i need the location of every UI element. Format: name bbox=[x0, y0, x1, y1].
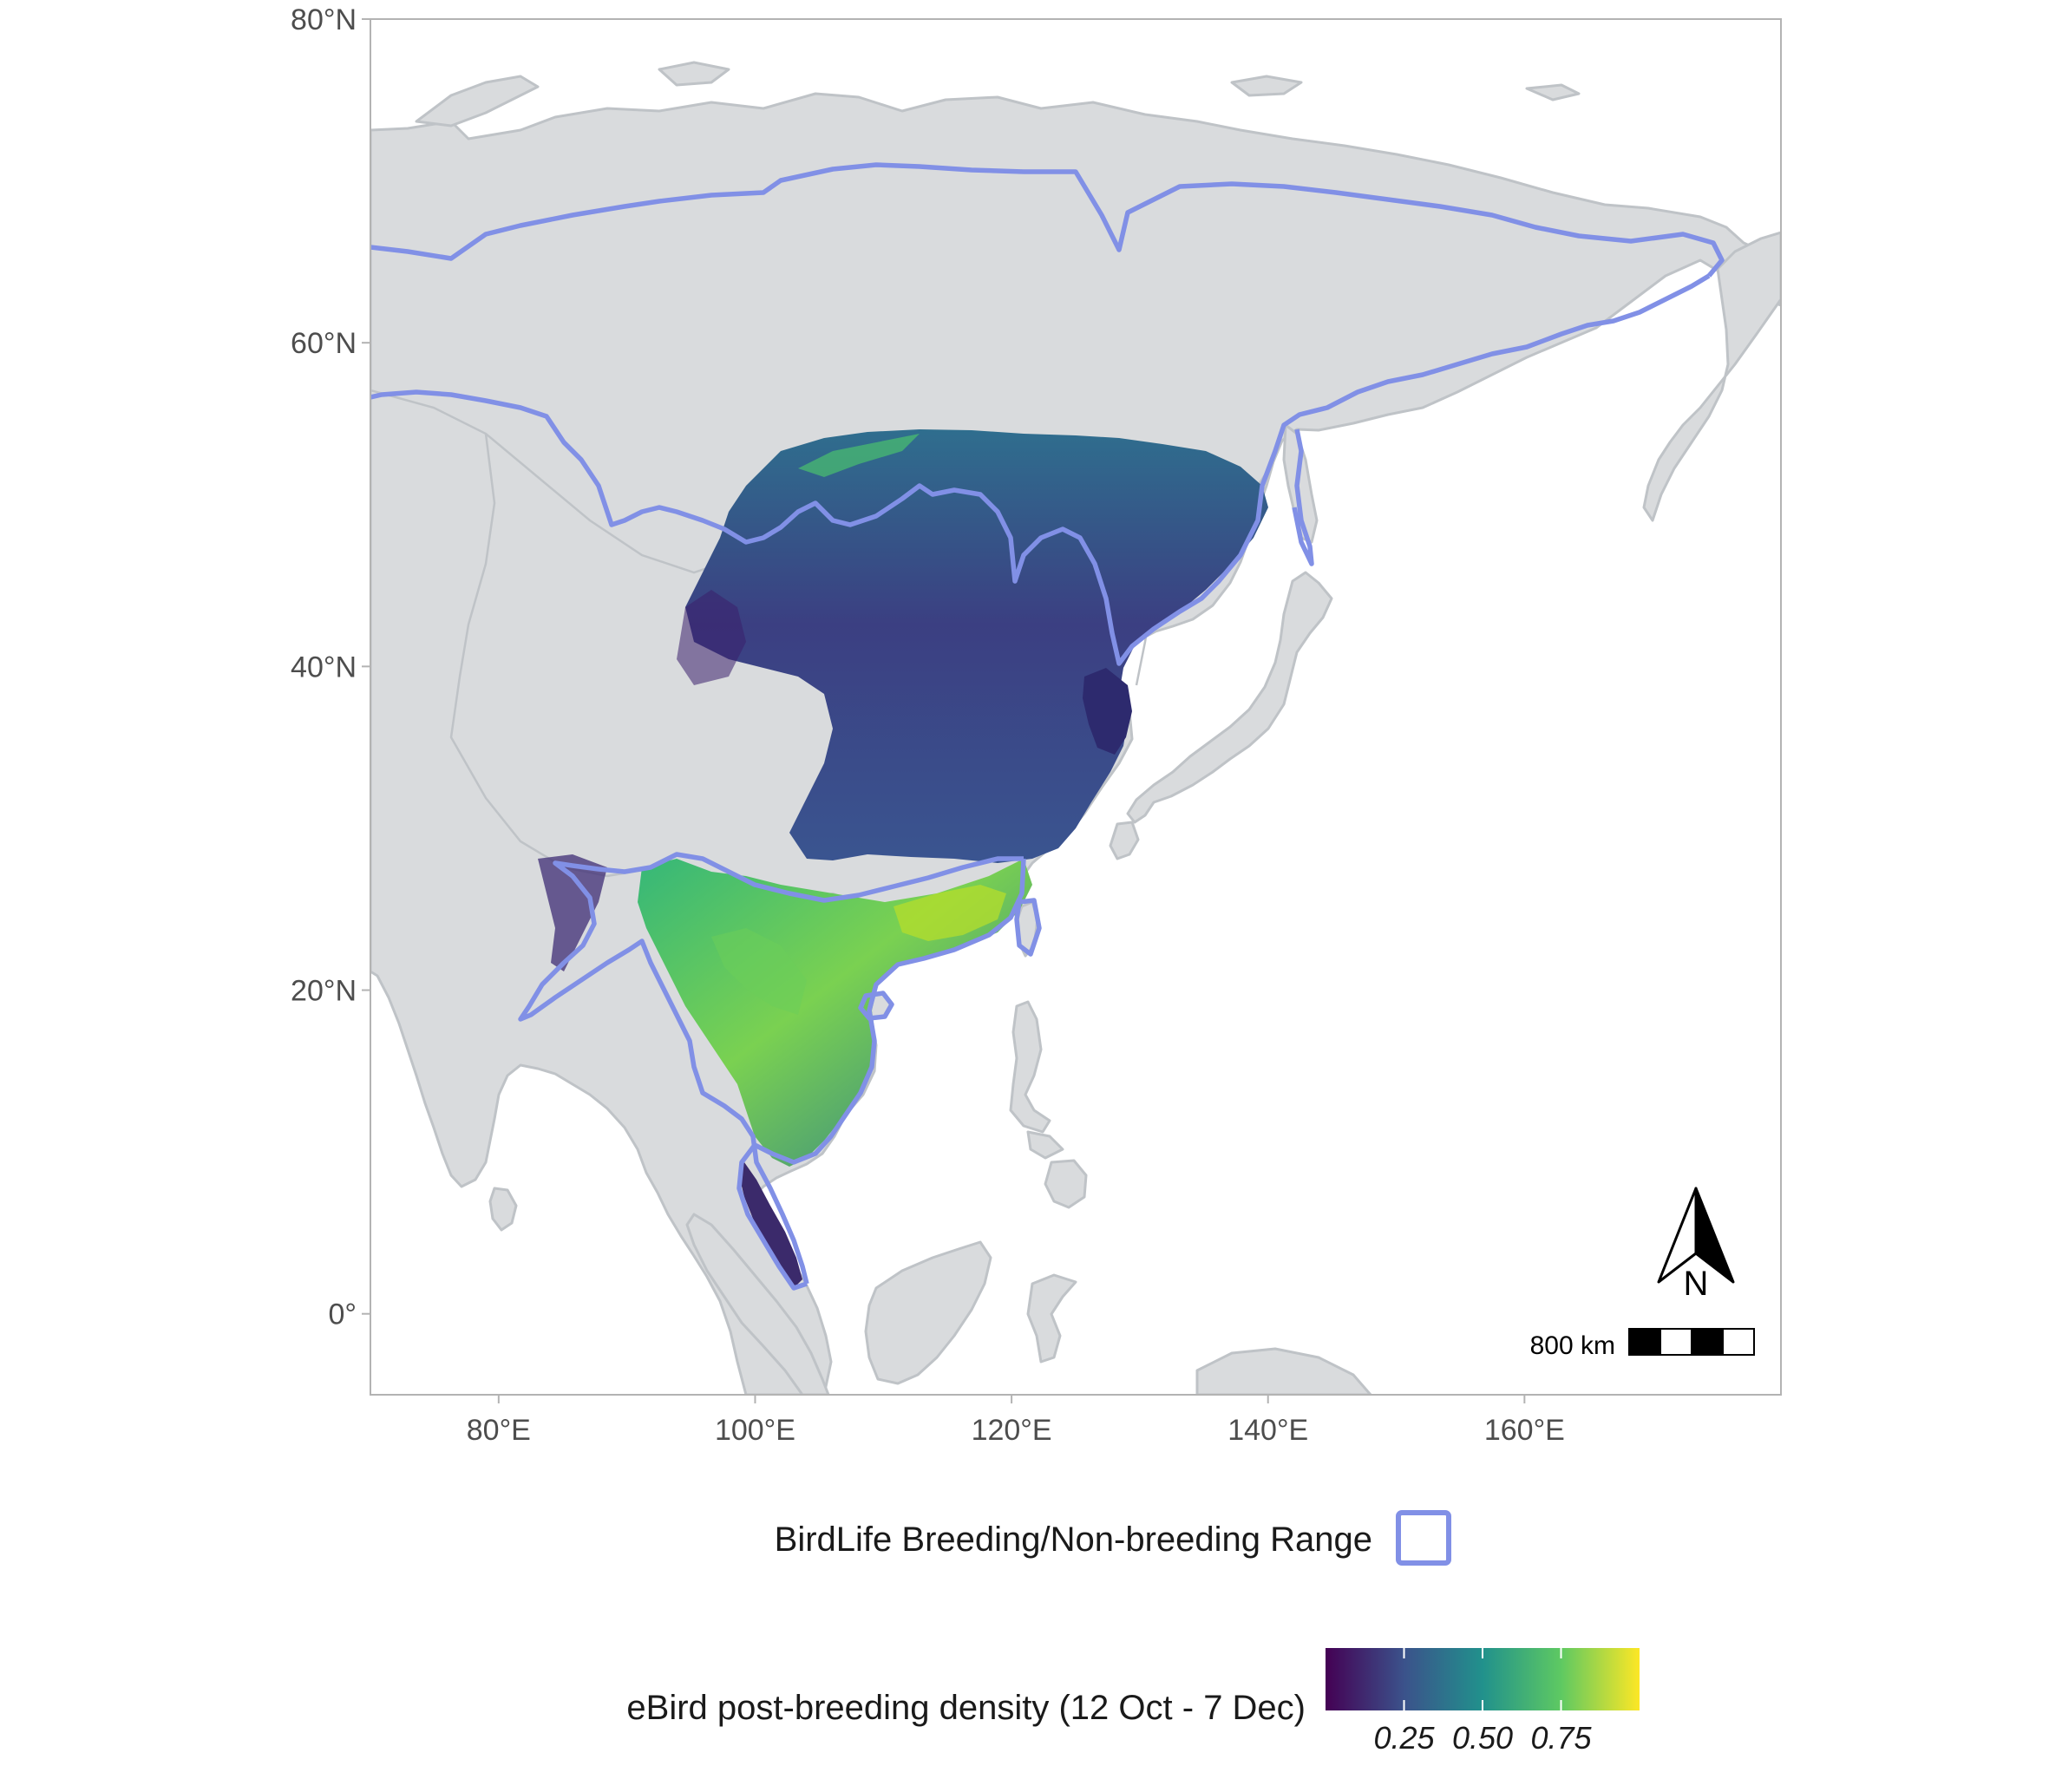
colorbar-tick-label: 0.25 bbox=[1373, 1720, 1435, 1756]
longitude-axis: 80°E 100°E 120°E 140°E 160°E bbox=[467, 1395, 1565, 1447]
scale-segment-2 bbox=[1659, 1328, 1692, 1356]
north-arrow: N bbox=[1657, 1187, 1735, 1303]
lon-tick-label: 160°E bbox=[1484, 1414, 1565, 1447]
scale-segment-1 bbox=[1628, 1328, 1661, 1356]
colorbar-tick-label: 0.75 bbox=[1530, 1720, 1592, 1756]
density-raster bbox=[538, 429, 1268, 1288]
lat-tick-label: 60°N bbox=[291, 327, 357, 360]
density-legend-label: eBird post-breeding density (12 Oct - 7 … bbox=[626, 1689, 1306, 1727]
lon-tick-label: 140°E bbox=[1227, 1414, 1308, 1447]
density-north bbox=[685, 429, 1268, 863]
land-new-guinea bbox=[1195, 1347, 1372, 1395]
lon-tick-label: 100°E bbox=[715, 1414, 795, 1447]
range-outline bbox=[370, 162, 1725, 1291]
land-mindanao bbox=[1044, 1159, 1088, 1209]
density-peninsula bbox=[739, 1162, 802, 1288]
map-panel: N 800 km bbox=[370, 18, 1782, 1396]
lat-tick-label: 40°N bbox=[291, 651, 357, 683]
range-legend: BirdLife Breeding/Non-breeding Range bbox=[775, 1510, 1451, 1566]
panel-frame bbox=[370, 18, 1782, 1396]
scale-segment-3 bbox=[1691, 1328, 1724, 1356]
lat-tick-label: 0° bbox=[328, 1298, 357, 1331]
land-visayas bbox=[1026, 1130, 1064, 1160]
range-taiwan bbox=[1014, 898, 1042, 957]
scale-bar-label: 800 km bbox=[1530, 1331, 1615, 1360]
density-hotspot-indochina bbox=[711, 928, 807, 1015]
land-new-siberian bbox=[1230, 75, 1303, 97]
colorbar-tick-label: 0.50 bbox=[1452, 1720, 1513, 1756]
scale-segment-4 bbox=[1722, 1328, 1755, 1356]
density-legend: eBird post-breeding density (12 Oct - 7 … bbox=[626, 1648, 1640, 1756]
density-hotspot-north bbox=[798, 434, 920, 477]
range-south-boundary bbox=[518, 852, 1024, 1285]
land-severnaya bbox=[658, 61, 730, 87]
land-sumatra bbox=[685, 1213, 830, 1395]
land-kamchatka bbox=[1642, 231, 1781, 522]
scale-bar: 800 km bbox=[1530, 1328, 1755, 1360]
lat-tick-label: 80°N bbox=[291, 3, 357, 36]
land-kyushu bbox=[1109, 821, 1140, 860]
range-indochina-coast bbox=[736, 858, 1026, 1291]
land-luzon bbox=[1009, 1000, 1051, 1134]
lon-tick-label: 120°E bbox=[972, 1414, 1052, 1447]
range-north-boundary bbox=[370, 162, 1725, 278]
land-novaya-zemlya bbox=[415, 75, 540, 128]
density-korea bbox=[1083, 668, 1132, 755]
north-arrow-icon bbox=[1657, 1187, 1735, 1284]
land-borneo bbox=[864, 1240, 992, 1385]
land-sri-lanka bbox=[488, 1187, 518, 1232]
density-bangladesh bbox=[538, 854, 607, 971]
land-wrangel bbox=[1525, 83, 1581, 101]
density-west-fringe bbox=[677, 590, 746, 685]
range-mid-boundary bbox=[370, 273, 1711, 666]
colorbar-ticks: 0.25 0.50 0.75 bbox=[1373, 1648, 1593, 1756]
lat-tick-label: 20°N bbox=[291, 975, 357, 1008]
range-legend-key bbox=[1396, 1510, 1451, 1566]
land-sulawesi bbox=[1026, 1273, 1077, 1364]
latitude-axis: 80°N 60°N 40°N 20°N 0° bbox=[291, 3, 370, 1331]
lon-tick-label: 80°E bbox=[467, 1414, 531, 1447]
range-kamchatka-loop bbox=[1292, 428, 1314, 566]
land-japan bbox=[1126, 571, 1333, 824]
range-legend-label: BirdLife Breeding/Non-breeding Range bbox=[775, 1521, 1372, 1559]
density-hotspot-south-china bbox=[894, 885, 1006, 941]
north-arrow-letter: N bbox=[1684, 1265, 1709, 1303]
range-hainan bbox=[858, 991, 894, 1021]
